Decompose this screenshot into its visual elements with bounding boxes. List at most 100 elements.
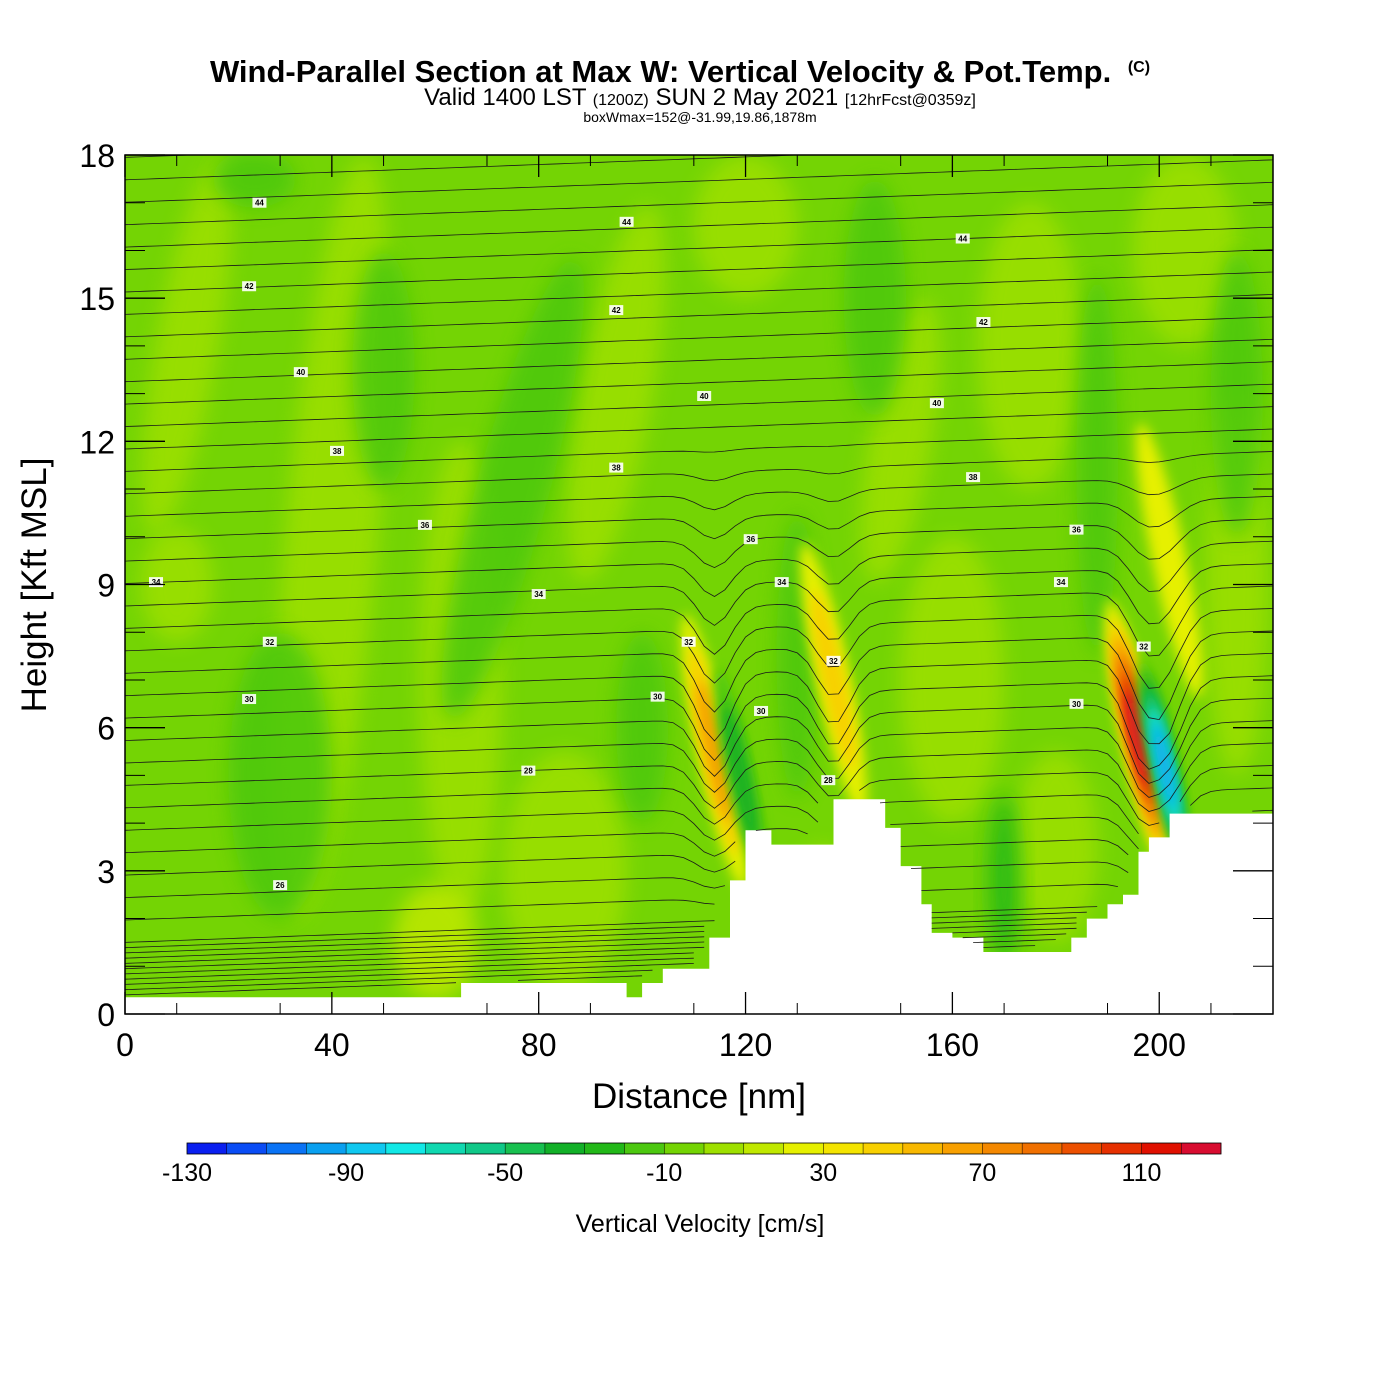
colorbar-segment [942,1143,983,1154]
theta-contour-label: 42 [245,282,254,291]
terrain-mask [125,799,1273,1014]
colorbar-segment [704,1143,745,1154]
colorbar-segment [346,1143,387,1154]
theta-contour-line [125,294,1273,338]
contour-label-bg [262,636,277,647]
theta-contour-line [125,585,1273,657]
theta-contour-label: 38 [969,473,978,482]
theta-contour-line [125,428,1273,472]
field-patch [900,536,1005,824]
theta-contour-label: 32 [265,638,274,647]
contour-label-bg [821,775,836,786]
theta-contour-line [125,155,808,181]
contour-label-bg [242,694,257,705]
theta-contour-line [125,969,653,991]
theta-contour-line [125,861,1129,898]
y-tick-label: 15 [79,281,115,317]
field-patch [988,794,1020,967]
colorbar-segment [624,1143,665,1154]
theta-contour-line [125,787,1273,841]
theta-contour-label: 36 [420,521,429,530]
theta-contour-line [125,630,1273,721]
theta-contour-line [125,939,1056,975]
theta-contour-label: 36 [1072,526,1081,535]
theta-contour-line [125,473,1273,517]
subtitle-forecast: [12hrFcst@0359z] [845,92,976,109]
theta-contour-line [125,316,1273,360]
y-tick-label: 12 [79,424,115,460]
colorbar-tick-label: -10 [646,1159,682,1187]
y-tick-label: 9 [97,568,115,604]
theta-contour-label: 36 [746,535,755,544]
field-patch [393,885,477,1000]
colorbar-segment [505,1143,546,1154]
x-tick-label: 200 [1133,1027,1186,1063]
contour-label-bg [273,880,288,891]
theta-contour-line [125,204,1273,248]
colorbar-segment [902,1143,943,1154]
colorbar-segment [664,1143,705,1154]
colorbar-segment [266,1143,307,1154]
contour-label-bg [826,655,841,666]
contour-label-bg [681,636,696,647]
theta-contour-line [125,159,1273,203]
theta-contour-line [125,540,1273,597]
colorbar-segment [1141,1143,1182,1154]
contour-label-bg [1136,641,1151,652]
contour-label-bg [929,398,944,409]
theta-contour-line [125,226,1273,270]
theta-contour-line [125,383,1273,427]
theta-contour-line [125,563,1273,626]
subtitle-date: SUN 2 May 2021 [655,84,838,111]
terrain [125,799,1273,1014]
theta-contour-line [125,975,643,996]
velocity-core [1136,423,1204,698]
theta-contour-line [125,922,1077,959]
colorbar-segment [226,1143,267,1154]
theta-contour-label: 34 [534,590,543,599]
theta-contour-label: 44 [255,199,264,208]
colorbar-segment [465,1143,506,1154]
y-axis-title: Height [Kft MSL] [15,458,54,713]
field-patch [1210,250,1263,537]
chart-title-text: Wind-Parallel Section at Max W: Vertical… [210,54,1111,89]
theta-contour-label: 32 [1139,643,1148,652]
colorbar-segment [743,1143,784,1154]
theta-contour-line [125,361,1273,405]
theta-contour-line [125,927,1077,964]
contour-label-bg [252,197,267,208]
contour-label-bg [242,281,257,292]
theta-contour-label: 30 [1072,700,1081,709]
theta-contour-label: 34 [1057,578,1066,587]
field-patch [567,205,665,582]
colorbar-segment [385,1143,426,1154]
colorbar-segment [187,1143,228,1154]
theta-contour-label: 30 [653,693,662,702]
theta-contour-line [125,945,1036,980]
field-patch [843,178,906,418]
colorbar-segment [1181,1143,1222,1154]
chart-title-mark: (C) [1128,59,1150,76]
x-tick-label: 160 [926,1027,979,1063]
theta-contour-label: 30 [245,695,254,704]
y-tick-label: 0 [97,997,115,1033]
contour-label-bg [774,577,789,588]
theta-contour-line [125,652,1273,745]
contour-label-bg [955,233,970,244]
contour-label-bg [1069,524,1084,535]
colorbar-tick-label: 70 [968,1159,996,1187]
contour-label-bg [743,534,758,545]
contour-label-bg [976,317,991,328]
field-patch [212,155,296,208]
contour-label-bg [521,765,536,776]
theta-contour-line [125,917,1077,954]
contour-label-bg [1053,577,1068,588]
contour-label-bg [697,390,712,401]
theta-contour-label: 28 [824,776,833,785]
x-tick-label: 0 [116,1027,134,1063]
contour-label-bg [650,691,665,702]
colorbar-segment [1101,1143,1142,1154]
theta-contour-line [125,181,1273,226]
